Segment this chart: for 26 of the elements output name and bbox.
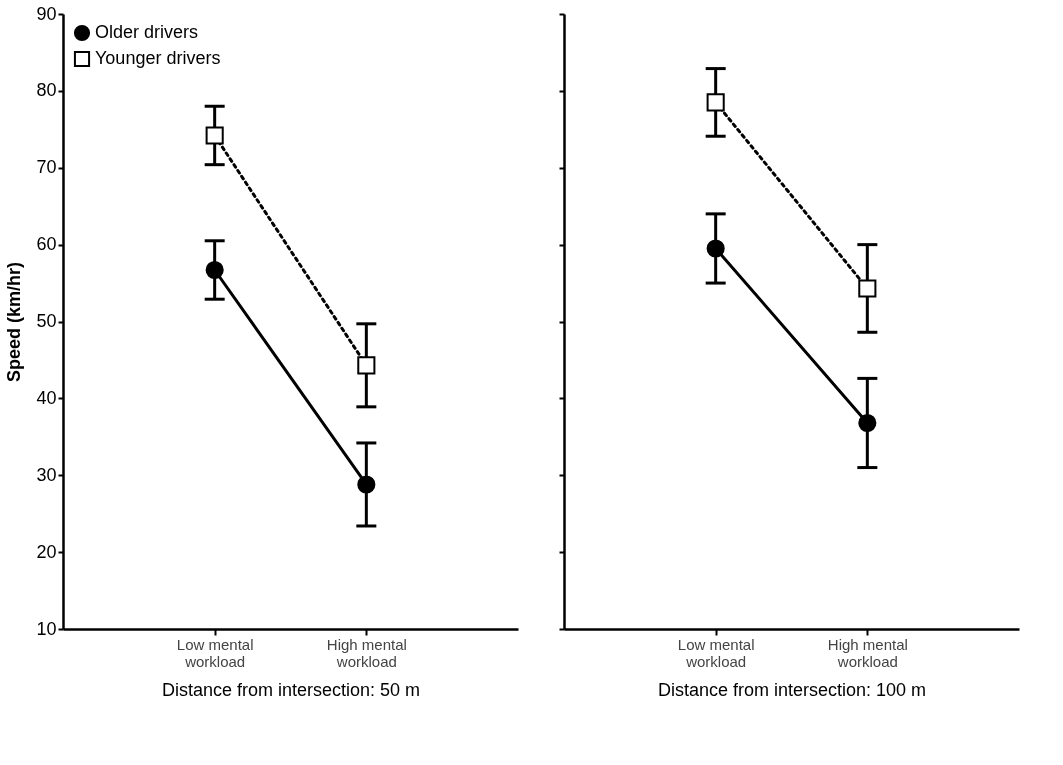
- x-tick-label: Low mental workload: [677, 635, 755, 670]
- point: [706, 239, 725, 258]
- y-tick-label: 40: [36, 387, 57, 408]
- point: [858, 413, 877, 433]
- point: [858, 279, 877, 298]
- y-tick-label: 70: [36, 157, 57, 178]
- point: [357, 356, 376, 375]
- y-tick-label: 10: [36, 618, 57, 639]
- y-tick-label: 60: [36, 234, 57, 255]
- x-tick-label: Low mental workload: [176, 635, 254, 670]
- y-tick-label: 80: [36, 80, 57, 101]
- x-tick-label: High mental workload: [326, 635, 407, 670]
- point: [706, 93, 725, 112]
- point: [205, 260, 224, 280]
- y-tick-label: 50: [36, 311, 57, 331]
- x-axis-title: Distance from intersection: 100 m: [657, 679, 927, 700]
- x-tick-label: High mental workload: [827, 635, 908, 670]
- legend-label: Younger drivers: [95, 48, 221, 68]
- y-tick-label: 20: [36, 541, 57, 562]
- x-axis-title: Distance from intersection: 50 m: [161, 679, 421, 700]
- point: [357, 475, 376, 494]
- point: [205, 126, 224, 145]
- y-axis-title: Speed (km/hr): [4, 261, 25, 383]
- y-tick-label: 90: [36, 3, 57, 24]
- legend-label: Older drivers: [95, 22, 199, 42]
- y-tick-label: 30: [36, 464, 57, 485]
